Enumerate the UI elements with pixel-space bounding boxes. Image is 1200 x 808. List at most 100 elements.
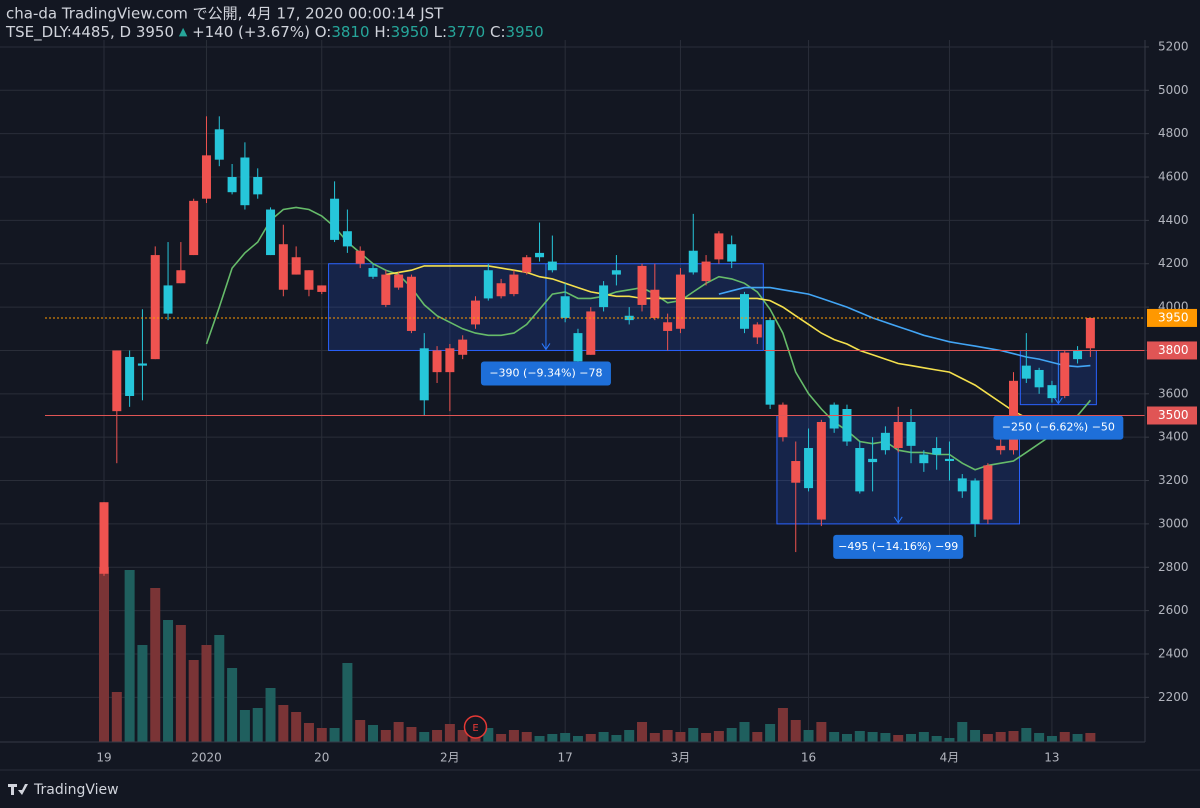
volume-bar	[252, 708, 263, 742]
candle-body	[816, 422, 826, 520]
candle-body	[919, 454, 929, 464]
c-label: C:	[490, 23, 506, 41]
volume-bar	[777, 708, 788, 742]
volume-bar	[483, 728, 494, 742]
candle-body	[99, 502, 109, 574]
volume-bar	[982, 734, 993, 742]
candle-body	[342, 231, 352, 247]
volume-bar	[995, 732, 1006, 742]
candle-body	[842, 408, 852, 442]
candle-body	[394, 274, 404, 288]
volume-bar	[790, 720, 801, 742]
logo-icon	[8, 784, 28, 795]
volume-bar	[713, 731, 724, 742]
y-tick-label: 2800	[1158, 560, 1189, 574]
candle-body	[637, 265, 647, 305]
candle-body	[996, 445, 1006, 451]
price-label-box	[1147, 308, 1197, 327]
volume-bar	[432, 730, 443, 742]
volume-bar	[419, 732, 430, 742]
volume-bar	[1021, 728, 1032, 742]
o-value: 3810	[331, 23, 369, 41]
candle-body	[330, 198, 340, 240]
candle-body	[599, 285, 609, 308]
price-label: 3500	[1158, 408, 1189, 422]
candle-body	[189, 200, 199, 256]
candle-body	[970, 480, 980, 524]
volume-bar	[303, 723, 314, 742]
candle-body	[829, 404, 839, 429]
candle-body	[688, 250, 698, 273]
candle-body	[932, 448, 942, 455]
candle-body	[791, 461, 801, 483]
candle-body	[112, 350, 122, 412]
header-line: cha-da TradingView.com で公開, 4月 17, 2020 …	[6, 5, 444, 23]
volume-bar	[880, 733, 891, 742]
y-tick-label: 5000	[1158, 83, 1189, 97]
candle-body	[291, 257, 301, 275]
header-quote: TSE_DLY:4485, D 3950 ▲ +140 (+3.67%) O:3…	[5, 23, 544, 42]
candle-body	[535, 252, 545, 258]
volume-bar	[150, 588, 161, 742]
candle-body	[458, 339, 468, 355]
measure-arrow-head	[541, 343, 551, 351]
candle-body	[125, 356, 135, 396]
volume-bar	[380, 730, 391, 742]
price-label-box	[1147, 341, 1197, 360]
volume-bar	[137, 645, 148, 742]
measure-label-box	[993, 415, 1124, 440]
candle-body	[560, 296, 570, 318]
volume-bar	[1008, 731, 1019, 742]
measure-arrow-head	[1053, 397, 1063, 405]
x-tick-label: 2月	[440, 751, 460, 765]
volume-bar	[201, 645, 212, 742]
price: 3950	[136, 23, 174, 41]
candle-body	[227, 177, 237, 193]
measure-label-box	[833, 534, 964, 559]
candle-body	[675, 274, 685, 329]
volume-bar	[598, 732, 609, 742]
candle-body	[1047, 385, 1057, 399]
candle-body	[586, 311, 596, 355]
volume-bar	[1072, 734, 1083, 742]
volume-bar	[111, 692, 122, 742]
volume-bar	[829, 732, 840, 742]
measure-label: −250 (−6.62%) −50	[1002, 421, 1115, 434]
measure-arrow-head	[893, 516, 903, 524]
volume-bar	[893, 735, 904, 742]
x-tick-label: 4月	[940, 751, 960, 765]
candle-body	[1060, 352, 1070, 396]
x-tick-label: 3月	[671, 751, 691, 765]
volume-bar	[765, 724, 776, 742]
y-tick-label: 2600	[1158, 603, 1189, 617]
volume-bar	[624, 730, 635, 742]
x-tick-label: 13	[1044, 751, 1059, 765]
volume-bar	[1085, 733, 1096, 742]
measure-label-box	[480, 361, 611, 386]
volume-bar	[188, 660, 199, 742]
x-tick-label: 19	[96, 751, 111, 765]
volume-bar	[342, 663, 353, 742]
y-tick-label: 3200	[1158, 473, 1189, 487]
volume-bar	[368, 725, 379, 742]
volume-bar	[239, 710, 250, 742]
y-tick-label: 4400	[1158, 213, 1189, 227]
candle-body	[547, 261, 557, 271]
volume-bar	[701, 733, 712, 742]
candle-body	[727, 244, 737, 262]
change: +140 (+3.67%)	[192, 23, 310, 41]
y-tick-label: 3400	[1158, 430, 1189, 444]
candle-body	[483, 270, 493, 299]
volume-bar	[906, 734, 917, 742]
o-label: O:	[315, 23, 332, 41]
volume-bar	[585, 734, 596, 742]
volume-bar	[496, 734, 507, 742]
candle-body	[714, 233, 724, 260]
volume-bar	[970, 730, 981, 742]
candle-body	[150, 255, 160, 360]
volume-bar	[214, 635, 225, 742]
y-tick-label: 4200	[1158, 256, 1189, 270]
volume-bar	[637, 722, 648, 742]
candle-body	[240, 157, 250, 206]
candle-body	[432, 350, 442, 373]
